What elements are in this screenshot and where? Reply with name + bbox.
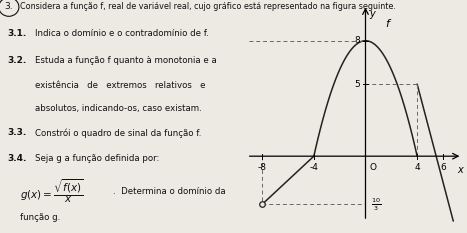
Text: 5: 5: [354, 79, 361, 89]
Text: Indica o domínio e o contradomínio de f.: Indica o domínio e o contradomínio de f.: [35, 29, 209, 38]
Text: 4: 4: [414, 163, 420, 172]
Text: -4: -4: [310, 163, 318, 172]
Text: função g.: função g.: [20, 213, 60, 222]
Text: .  Determina o domínio da: . Determina o domínio da: [113, 187, 226, 195]
Text: 3.2.: 3.2.: [7, 56, 27, 65]
Text: Seja g a função definida por:: Seja g a função definida por:: [35, 154, 160, 163]
Text: $\frac{10}{3}$: $\frac{10}{3}$: [371, 196, 381, 212]
Text: x: x: [457, 165, 463, 175]
Text: 3.3.: 3.3.: [7, 128, 27, 137]
Text: O: O: [369, 163, 376, 172]
Text: 3.4.: 3.4.: [7, 154, 27, 163]
Text: 3.1.: 3.1.: [7, 29, 27, 38]
Text: absolutos, indicando-os, caso existam.: absolutos, indicando-os, caso existam.: [35, 104, 202, 113]
Text: 8: 8: [354, 36, 361, 45]
Text: existência   de   extremos   relativos   e: existência de extremos relativos e: [35, 81, 206, 89]
Text: 3.: 3.: [5, 3, 13, 11]
Text: 6: 6: [440, 163, 446, 172]
Text: Estuda a função f quanto à monotonia e a: Estuda a função f quanto à monotonia e a: [35, 56, 217, 65]
Text: Considera a função f, real de variável real, cujo gráfico está representado na f: Considera a função f, real de variável r…: [20, 3, 396, 11]
Text: y: y: [369, 9, 375, 19]
Text: f: f: [385, 19, 389, 29]
Text: Constrói o quadro de sinal da função f.: Constrói o quadro de sinal da função f.: [35, 128, 202, 137]
Text: $g(x) = \dfrac{\sqrt{f(x)}}{x}$: $g(x) = \dfrac{\sqrt{f(x)}}{x}$: [20, 177, 84, 205]
Text: -8: -8: [258, 163, 267, 172]
